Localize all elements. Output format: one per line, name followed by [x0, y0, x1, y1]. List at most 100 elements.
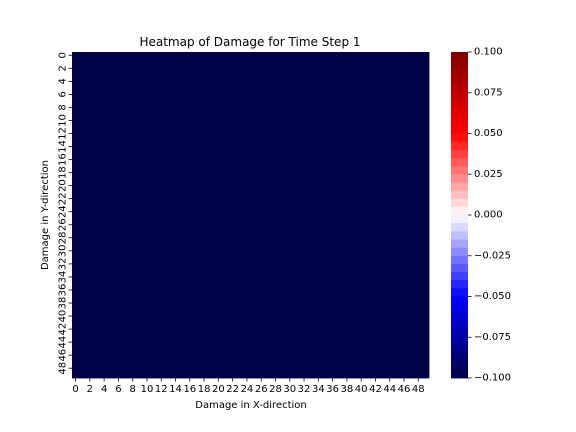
heatmap-cell — [307, 234, 316, 242]
heatmap-cell — [150, 78, 159, 85]
heatmap-cell — [93, 267, 101, 275]
heatmap-cell — [221, 293, 230, 301]
heatmap-cell — [279, 351, 287, 359]
heatmap-cell — [121, 273, 130, 281]
heatmap-cell — [86, 91, 94, 99]
heatmap-cell — [93, 188, 101, 196]
heatmap-cell — [264, 104, 273, 112]
heatmap-cell — [300, 110, 309, 118]
heatmap-cell — [329, 182, 337, 190]
heatmap-cell — [93, 97, 101, 105]
heatmap-cell — [293, 234, 301, 242]
heatmap-cell — [271, 267, 280, 275]
heatmap-cell — [107, 260, 116, 268]
heatmap-cell — [286, 182, 294, 190]
heatmap-cell — [200, 371, 209, 379]
heatmap-cell — [371, 293, 380, 301]
heatmap-cell — [107, 110, 116, 118]
heatmap-cell — [193, 351, 201, 359]
heatmap-cell — [386, 78, 394, 85]
heatmap-cell — [193, 91, 201, 99]
heatmap-cell — [257, 247, 266, 255]
heatmap-cell — [79, 319, 87, 327]
heatmap-cell — [364, 149, 373, 157]
heatmap-cell — [79, 156, 87, 164]
heatmap-cell — [329, 110, 337, 118]
heatmap-cell — [171, 228, 180, 235]
heatmap-cell — [136, 286, 144, 294]
heatmap-cell — [93, 364, 101, 372]
heatmap-cell — [300, 221, 309, 229]
heatmap-cell — [200, 188, 209, 196]
heatmap-cell — [343, 78, 351, 85]
heatmap-cell — [386, 345, 394, 353]
heatmap-cell — [400, 58, 408, 66]
heatmap-cell — [193, 182, 201, 190]
heatmap-cell — [93, 117, 101, 125]
heatmap-cell — [343, 345, 351, 353]
heatmap-cell — [393, 123, 401, 131]
heatmap-cell — [171, 136, 180, 144]
heatmap-cell — [93, 332, 101, 340]
heatmap-cell — [179, 306, 187, 314]
heatmap-cell — [136, 306, 144, 314]
heatmap-cell — [171, 162, 180, 170]
heatmap-cell — [293, 247, 301, 255]
heatmap-cell — [157, 97, 166, 105]
heatmap-cell — [107, 136, 116, 144]
heatmap-cell — [243, 97, 251, 105]
heatmap-cell — [200, 299, 209, 307]
heatmap-cell — [343, 228, 351, 235]
heatmap-cell — [300, 234, 309, 242]
heatmap-cell — [150, 195, 159, 203]
heatmap-cell — [379, 208, 387, 216]
heatmap-cell — [321, 358, 330, 366]
heatmap-cell — [379, 110, 387, 118]
heatmap-cell — [171, 52, 180, 59]
heatmap-cell — [229, 162, 237, 170]
heatmap-cell — [114, 247, 123, 255]
heatmap-cell — [207, 345, 216, 353]
heatmap-cell — [329, 280, 337, 288]
colorbar-tick-label: 0.000 — [474, 210, 503, 221]
heatmap-cell — [414, 286, 423, 294]
heatmap-cell — [393, 254, 401, 262]
heatmap-cell — [271, 215, 280, 222]
heatmap-cell — [171, 267, 180, 275]
heatmap-cell — [79, 299, 87, 307]
heatmap-cell — [136, 195, 144, 203]
heatmap-cell — [186, 71, 194, 79]
heatmap-cell — [257, 358, 266, 366]
heatmap-cell — [293, 201, 301, 209]
heatmap-cell — [236, 247, 244, 255]
heatmap-cell — [314, 358, 323, 366]
heatmap-cell — [207, 247, 216, 255]
heatmap-cell — [121, 319, 130, 327]
heatmap-cell — [336, 254, 344, 262]
heatmap-cell — [257, 267, 266, 275]
heatmap-cell — [229, 338, 237, 346]
heatmap-cell — [107, 215, 116, 222]
heatmap-cell — [214, 345, 223, 353]
heatmap-cell — [150, 162, 159, 170]
heatmap-cell — [257, 65, 266, 72]
heatmap-cell — [214, 136, 223, 144]
heatmap-cell — [314, 312, 323, 320]
heatmap-cell — [236, 228, 244, 235]
heatmap-cell — [136, 241, 144, 248]
heatmap-cell — [307, 104, 316, 112]
heatmap-cell — [214, 52, 223, 59]
heatmap-cell — [379, 136, 387, 144]
heatmap-cell — [243, 182, 251, 190]
heatmap-cell — [143, 351, 151, 359]
heatmap-cell — [400, 358, 408, 366]
heatmap-cell — [129, 130, 137, 138]
heatmap-cell — [200, 71, 209, 79]
heatmap-cell — [200, 338, 209, 346]
heatmap-cell — [386, 182, 394, 190]
heatmap-cell — [264, 71, 273, 79]
heatmap-cell — [150, 175, 159, 183]
heatmap-cell — [393, 58, 401, 66]
heatmap-cell — [350, 260, 358, 268]
heatmap-cell — [221, 221, 230, 229]
